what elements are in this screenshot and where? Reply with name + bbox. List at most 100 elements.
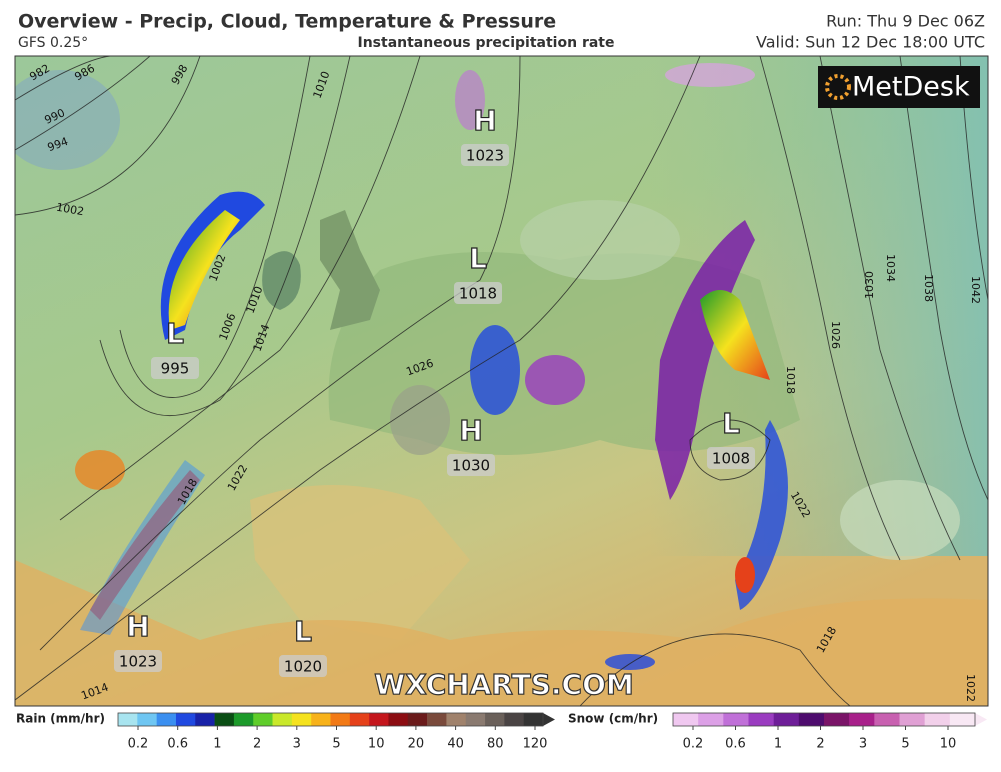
pressure-value: 1030 <box>452 457 490 475</box>
map-frame <box>14 55 989 707</box>
pressure-center-letter: L <box>469 242 487 275</box>
rain-legend-swatch <box>118 713 138 726</box>
isobar <box>15 56 111 101</box>
rain-legend-swatch <box>523 713 544 726</box>
snow-legend-swatch <box>673 713 699 726</box>
pressure-value: 1020 <box>284 658 322 676</box>
pressure-center-letter: L <box>722 407 740 440</box>
snow-legend-swatch <box>748 713 774 726</box>
pressure-value-box <box>279 655 327 677</box>
pressure-value-box <box>707 447 755 469</box>
rain-legend-tick-label: 3 <box>293 737 301 752</box>
rain-legend-tick-label: 0.6 <box>167 737 188 752</box>
rain-legend-arrow <box>543 713 555 726</box>
snow-legend-swatch <box>723 713 749 726</box>
pressure-center-letter: H <box>459 414 482 447</box>
rain-legend-swatch <box>407 713 428 726</box>
model: GFS 0.25° <box>18 35 88 51</box>
rain-legend-tick-label: 5 <box>332 737 340 752</box>
isobar <box>39 56 521 651</box>
snow-legend-tick-label: 1 <box>774 737 782 752</box>
rain-area <box>605 654 655 670</box>
isobars <box>15 56 988 706</box>
cloud <box>390 385 450 455</box>
isobar-label: 1026 <box>829 321 842 349</box>
pressure-value-box <box>151 357 199 379</box>
isobar <box>15 56 701 701</box>
snow-area <box>665 63 755 87</box>
north-africa <box>15 560 988 706</box>
iberia <box>250 485 470 640</box>
rain-legend-swatch <box>369 713 389 726</box>
isobar <box>119 56 311 398</box>
snow-legend-arrow <box>975 713 987 726</box>
isobar-label: 1038 <box>922 274 935 302</box>
rain-legend-swatch <box>465 713 486 726</box>
rain-band <box>80 460 205 635</box>
rain-legend-swatch <box>195 713 215 726</box>
rain-legend-swatch <box>446 713 467 726</box>
rain-legend-swatch <box>311 713 331 726</box>
rain-legend-tick-label: 2 <box>253 737 261 752</box>
rain-legend-tick-label: 40 <box>447 737 464 752</box>
isobar-label: 1018 <box>784 366 797 394</box>
pressure-value-box <box>461 144 509 166</box>
watermark: WXCHARTS.COM <box>374 668 634 701</box>
pressure-value: 1018 <box>459 285 497 303</box>
pressure-center-letter: L <box>294 615 312 648</box>
isobar <box>59 56 421 521</box>
rain-legend-swatch <box>485 713 505 726</box>
rain-legend-frame <box>117 712 544 727</box>
isobar <box>759 56 901 561</box>
cloud <box>840 480 960 560</box>
snow-legend-swatch <box>899 713 925 726</box>
logo-icon <box>825 74 851 100</box>
snow-legend-tick-label: 2 <box>816 737 824 752</box>
isobar <box>899 56 988 501</box>
cloud <box>15 70 120 170</box>
legends: 0.2 0.6 1 2 3 5 10 20 40 80 120 0.2 0.6 1 2 3 5 10 <box>117 712 987 752</box>
pressure-value-box <box>454 282 502 304</box>
isobar <box>99 56 351 416</box>
snow-legend-tick-label: 0.6 <box>725 737 746 752</box>
isobar <box>579 633 851 706</box>
isobar-label: 1002 <box>55 201 85 219</box>
ireland <box>262 251 301 310</box>
pressure-value: 995 <box>161 360 190 378</box>
pressure-value: 1023 <box>466 147 504 165</box>
rain-legend-swatch <box>504 713 524 726</box>
rain-band-core <box>168 210 240 330</box>
isobar-label: 1034 <box>884 254 897 282</box>
rain-area <box>700 290 770 380</box>
pressure-center-letter: H <box>126 610 149 643</box>
rain-cell <box>735 557 755 593</box>
snow-legend-swatch <box>874 713 900 726</box>
snow-legend-tick-label: 10 <box>940 737 957 752</box>
snow-area <box>525 355 585 405</box>
pressure-value-box <box>114 650 162 672</box>
run-time: Run: Thu 9 Dec 06Z <box>826 12 985 31</box>
snow-legend-swatch <box>798 713 825 726</box>
isobar <box>15 56 151 151</box>
isobar-label: 1030 <box>863 271 876 299</box>
snow-legend-tick-label: 3 <box>859 737 867 752</box>
valid-time: Valid: Sun 12 Dec 18:00 UTC <box>756 33 985 52</box>
logo-text: MetDesk <box>852 72 970 103</box>
snow-legend-swatch <box>773 713 800 726</box>
rain-legend-tick-label: 120 <box>523 737 548 752</box>
isobar <box>689 419 771 481</box>
rain-legend-tick-label: 0.2 <box>128 737 149 752</box>
snow-legend-swatch <box>949 713 976 726</box>
rain-legend-label: Rain (mm/hr) <box>16 712 105 726</box>
rain-legend-swatch <box>388 713 409 726</box>
great-britain <box>320 210 380 330</box>
pressure-value-box <box>447 454 495 476</box>
snow-band <box>655 220 755 500</box>
rain-legend-swatch <box>427 713 447 726</box>
pressure-center-letter: L <box>166 317 184 350</box>
snow-legend-tick-label: 0.2 <box>683 737 704 752</box>
snow-legend-tick-label: 5 <box>901 737 909 752</box>
